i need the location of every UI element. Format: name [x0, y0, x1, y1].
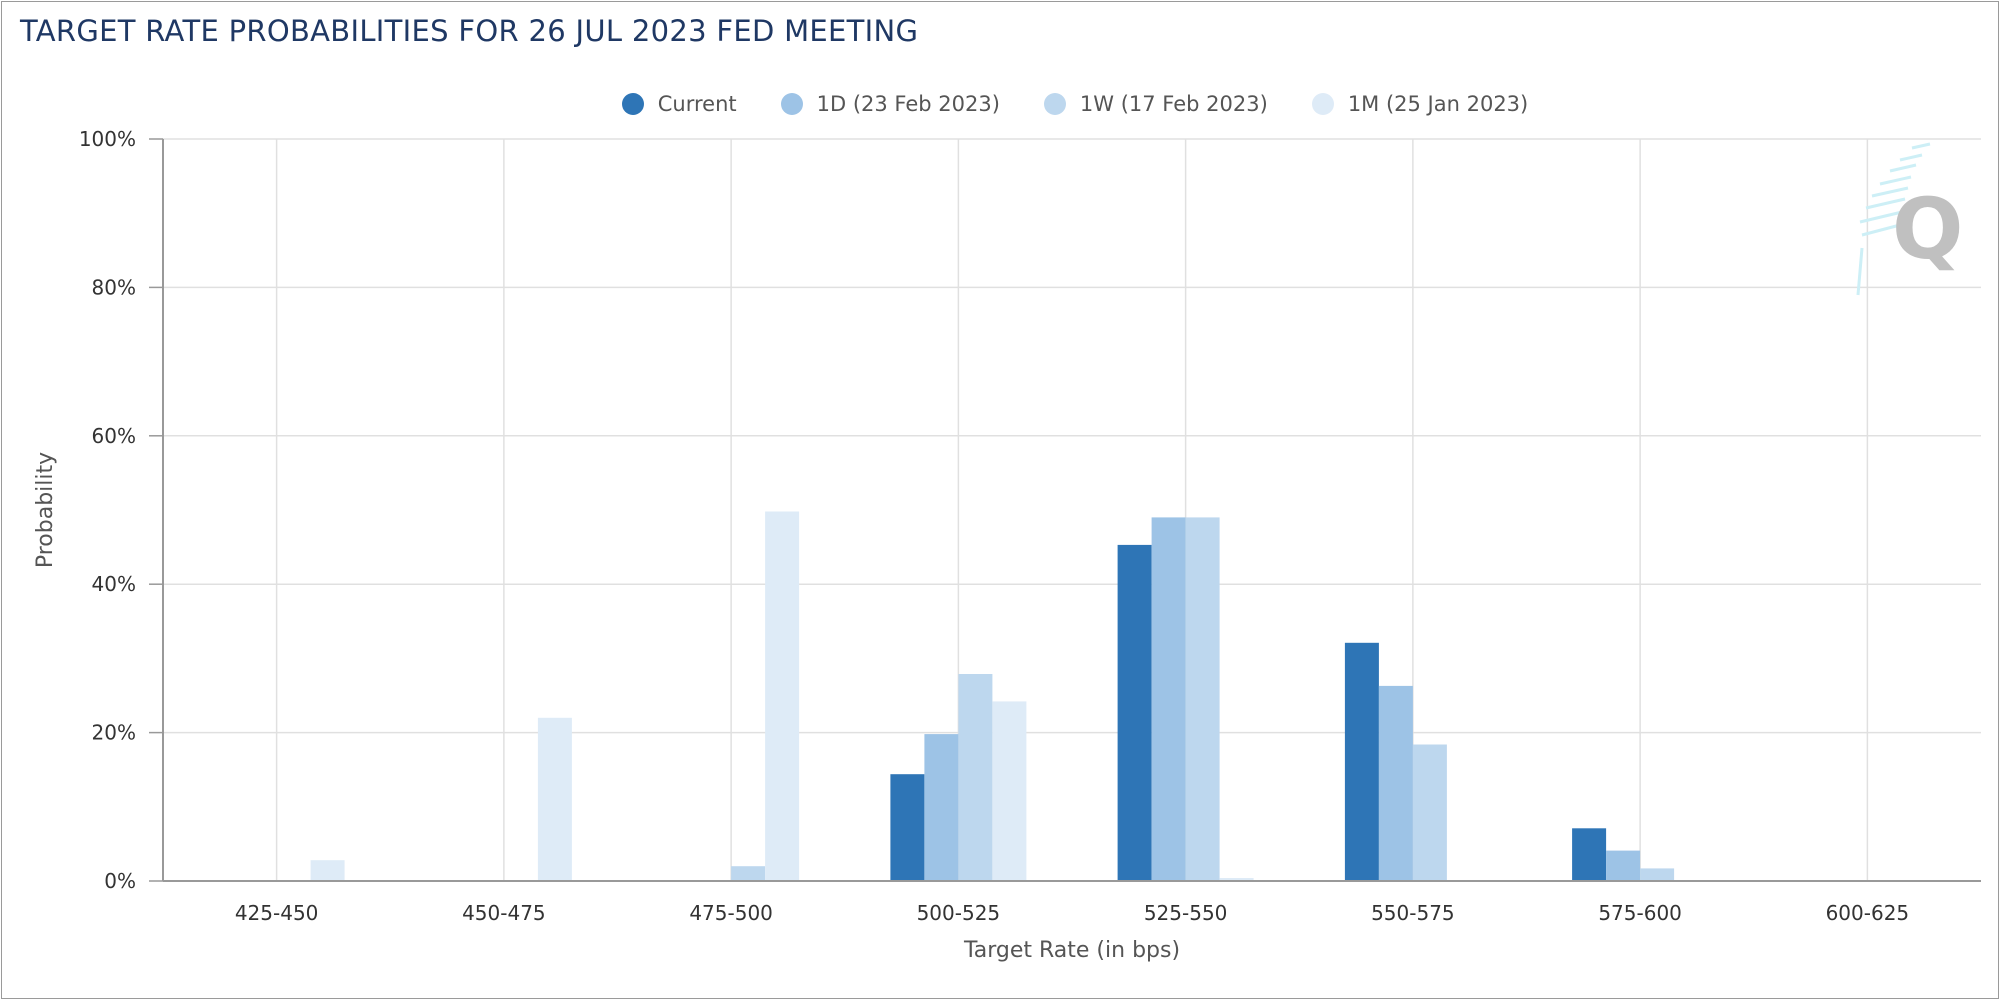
x-tick-label: 600-625: [1826, 901, 1910, 925]
bar[interactable]: [924, 734, 959, 881]
bar[interactable]: [1640, 868, 1675, 881]
legend-label: Current: [657, 92, 737, 116]
grid-lines: [163, 138, 1981, 881]
x-tick-label: 450-475: [462, 901, 546, 925]
y-axis-title: Probability: [33, 452, 58, 568]
y-tick-label: 40%: [92, 572, 136, 596]
bar[interactable]: [992, 701, 1027, 881]
x-axis-title: Target Rate (in bps): [963, 938, 1180, 963]
legend-item[interactable]: 1D (23 Feb 2023): [780, 92, 1000, 116]
x-tick-label: 575-600: [1598, 901, 1682, 925]
axis-labels: 0% 20% 40% 60% 80% 100% 425-450 450-475 475-500 5…: [79, 127, 1909, 925]
bar[interactable]: [958, 674, 993, 881]
bar[interactable]: [1117, 544, 1152, 881]
bar[interactable]: [1344, 642, 1379, 881]
bar[interactable]: [310, 860, 345, 881]
bar[interactable]: [731, 866, 766, 881]
x-tick-label: 500-525: [917, 901, 1001, 925]
bar[interactable]: [1185, 517, 1220, 881]
bars: [310, 511, 1675, 882]
bar[interactable]: [1572, 828, 1607, 881]
legend-item[interactable]: 1M (25 Jan 2023): [1311, 92, 1529, 116]
bar[interactable]: [1412, 744, 1447, 882]
watermark-logo: Q: [1856, 142, 1963, 296]
legend-marker: [1311, 93, 1334, 115]
bar[interactable]: [1378, 685, 1413, 881]
x-tick-label: 550-575: [1371, 901, 1455, 925]
bar[interactable]: [537, 717, 572, 881]
x-tick-label: 475-500: [689, 901, 773, 925]
y-tick-label: 100%: [79, 127, 136, 151]
y-tick-label: 0%: [104, 869, 136, 893]
bar[interactable]: [1606, 850, 1641, 881]
legend: Current 1D (23 Feb 2023) 1W (17 Feb 2023) 1…: [0, 88, 2000, 120]
legend-item[interactable]: 1W (17 Feb 2023): [1043, 92, 1268, 116]
legend-label: 1D (23 Feb 2023): [816, 92, 1000, 116]
svg-text:Q: Q: [1892, 180, 1963, 278]
bar[interactable]: [1219, 878, 1254, 881]
bar[interactable]: [890, 774, 925, 881]
legend-marker: [1043, 93, 1066, 115]
legend-item[interactable]: Current: [621, 92, 737, 116]
x-tick-label: 525-550: [1144, 901, 1228, 925]
legend-label: 1W (17 Feb 2023): [1079, 92, 1268, 116]
legend-marker: [621, 93, 644, 115]
legend-label: 1M (25 Jan 2023): [1347, 92, 1529, 116]
y-tick-label: 60%: [92, 424, 136, 448]
bar[interactable]: [765, 511, 800, 882]
x-tick-label: 425-450: [235, 901, 319, 925]
legend-marker: [780, 93, 803, 115]
y-tick-label: 80%: [92, 275, 136, 299]
bar[interactable]: [1151, 517, 1186, 881]
axes: [149, 138, 1981, 882]
chart-title: TARGET RATE PROBABILITIES FOR 26 JUL 202…: [20, 14, 919, 48]
y-tick-label: 20%: [92, 721, 136, 745]
